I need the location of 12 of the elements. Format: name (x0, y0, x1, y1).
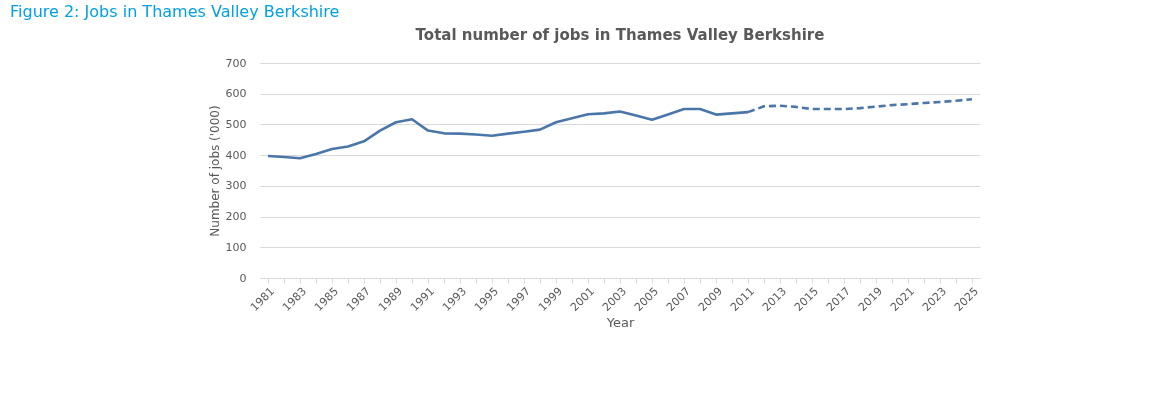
caption: Figure 2: Jobs in Thames Valley Berkshire (10, 2, 340, 21)
y-tick-label: 400 (225, 148, 247, 162)
x-axis-title: Year (605, 315, 635, 331)
y-tick-label: 500 (225, 117, 247, 131)
y-tick-label: 300 (225, 179, 247, 193)
y-tick-label: 100 (225, 240, 247, 254)
chart-title: Total number of jobs in Thames Valley Berkshire (415, 26, 825, 44)
y-tick-label: 0 (239, 271, 247, 285)
y-tick-label: 600 (225, 87, 247, 101)
y-tick-label: 700 (225, 56, 247, 70)
y-axis-title: Number of jobs ('000) (207, 105, 222, 237)
y-tick-label: 200 (225, 210, 247, 224)
